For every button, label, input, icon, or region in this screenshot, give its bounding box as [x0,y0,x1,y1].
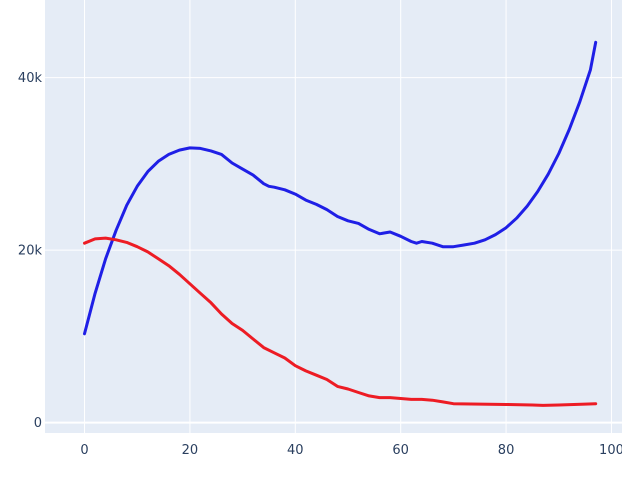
plot-background [45,0,622,433]
x-tick-label: 100 [599,443,622,458]
y-tick-label: 0 [34,416,42,431]
series-lines [83,40,598,407]
y-tick-label: 20k [18,244,43,259]
x-tick-label: 40 [287,443,304,458]
grid [45,0,622,433]
series-line-2 [83,236,598,407]
x-tick-label: 60 [392,443,409,458]
series-line-1 [83,40,598,336]
y-tick-label: 40k [18,71,43,86]
y-axis-tick-labels: 0 20k 40k [18,71,43,431]
x-axis-tick-labels: 0 20 40 60 80 100 [80,443,622,458]
x-tick-label: 0 [80,443,88,458]
x-tick-label: 20 [182,443,199,458]
x-tick-label: 80 [498,443,515,458]
